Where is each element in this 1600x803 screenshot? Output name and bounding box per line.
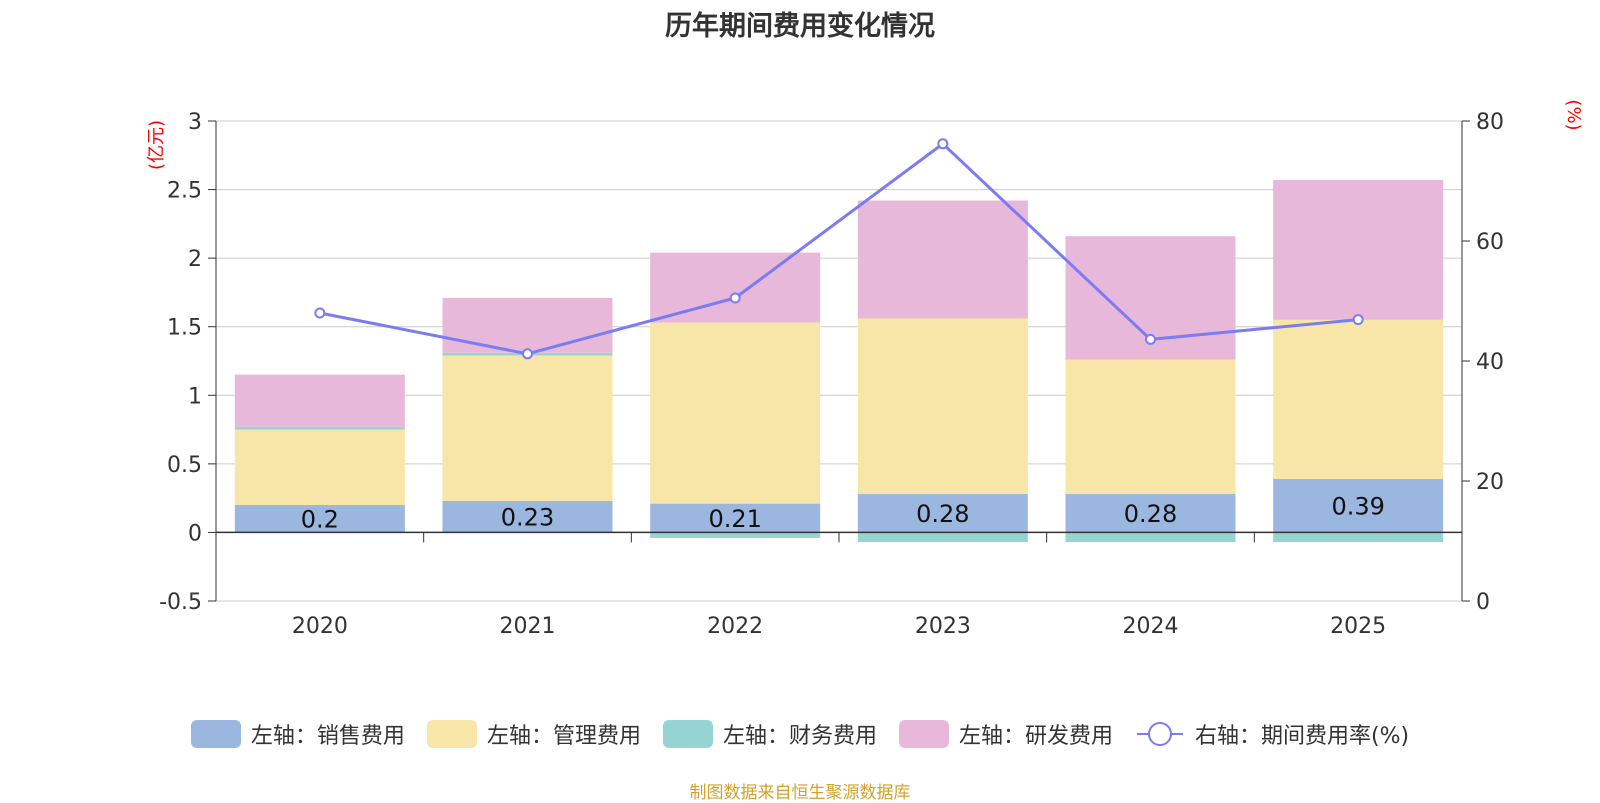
right-axis-tick-label: 40 bbox=[1476, 350, 1504, 375]
bar-data-label: 0.28 bbox=[1124, 500, 1177, 528]
legend-item-admin[interactable]: 左轴：管理费用 bbox=[426, 718, 641, 750]
bar-segment bbox=[650, 503, 821, 533]
right-axis-tick-label: 80 bbox=[1476, 110, 1504, 135]
left-axis-tick-label: -0.5 bbox=[159, 590, 202, 615]
bar-data-label: 0.2 bbox=[301, 506, 339, 534]
x-axis-tick-label: 2022 bbox=[707, 614, 763, 639]
legend-item-rd[interactable]: 左轴：研发费用 bbox=[898, 718, 1113, 750]
legend: 左轴：销售费用 左轴：管理费用 左轴：财务费用 左轴：研发费用 右轴：期间费用率… bbox=[0, 718, 1600, 750]
bar-segment bbox=[234, 426, 405, 430]
expense-rate-point bbox=[1145, 333, 1156, 345]
legend-label-rd: 左轴：研发费用 bbox=[958, 724, 1113, 749]
right-axis-unit-label: (%) bbox=[1563, 99, 1584, 130]
bar-data-label: 0.39 bbox=[1331, 493, 1384, 521]
bar-segment bbox=[857, 200, 1028, 319]
left-axis-tick-label: 1 bbox=[188, 384, 202, 409]
bar-segment bbox=[1273, 478, 1444, 533]
bar-data-label: 0.21 bbox=[708, 505, 761, 533]
bar-segment bbox=[234, 505, 405, 533]
x-axis-tick-label: 2024 bbox=[1123, 614, 1179, 639]
bar-segment bbox=[234, 429, 405, 505]
expense-rate-point bbox=[522, 348, 533, 360]
bar-segment bbox=[650, 322, 821, 504]
left-axis-tick-label: 2.5 bbox=[167, 179, 202, 204]
left-axis-tick-label: 0 bbox=[188, 521, 202, 546]
x-axis-tick-label: 2025 bbox=[1330, 614, 1386, 639]
legend-item-expense-rate[interactable]: 右轴：期间费用率(%) bbox=[1135, 718, 1409, 750]
left-axis-unit-label: (亿元) bbox=[146, 120, 167, 170]
expense-rate-point bbox=[729, 292, 741, 304]
left-axis-tick-label: 1.5 bbox=[167, 316, 202, 341]
expense-rate-point bbox=[314, 307, 326, 319]
legend-swatch-finance bbox=[662, 720, 713, 748]
legend-label-finance: 左轴：财务费用 bbox=[722, 724, 877, 749]
bar-segment bbox=[650, 532, 821, 538]
bar-segment bbox=[1273, 179, 1444, 320]
legend-item-sales[interactable]: 左轴：销售费用 bbox=[190, 718, 405, 750]
bar-segment bbox=[1065, 359, 1236, 495]
legend-swatch-admin bbox=[426, 720, 477, 748]
legend-swatch-sales bbox=[190, 720, 241, 748]
bar-segment bbox=[442, 297, 613, 353]
bar-data-label: 0.23 bbox=[501, 504, 554, 532]
x-axis-tick-label: 2023 bbox=[915, 614, 971, 639]
legend-label-sales: 左轴：销售费用 bbox=[250, 724, 405, 749]
bar-segment bbox=[1065, 494, 1236, 533]
bar-segment bbox=[442, 355, 613, 501]
legend-label-expense-rate: 右轴：期间费用率(%) bbox=[1194, 724, 1410, 749]
bar-segment bbox=[857, 532, 1028, 543]
x-axis-tick-label: 2020 bbox=[292, 614, 348, 639]
bar-segment bbox=[857, 494, 1028, 533]
chart-title: 历年期间费用变化情况 bbox=[665, 11, 935, 42]
bar-segment bbox=[650, 252, 821, 323]
right-axis-tick-label: 20 bbox=[1476, 470, 1504, 495]
legend-item-finance[interactable]: 左轴：财务费用 bbox=[662, 718, 877, 750]
bar-segment bbox=[442, 500, 613, 533]
expense-rate-line bbox=[319, 141, 1359, 356]
chart-svg: 3 2.5 2 1.5 1 0.5 0 -0.5 80 60 40 20 0 (亿元) (%) 0.2 2020… bbox=[146, 99, 1584, 639]
x-axis-tick-label: 2021 bbox=[500, 614, 556, 639]
right-axis-tick-label: 60 bbox=[1476, 230, 1504, 255]
bar-segment bbox=[1273, 319, 1444, 479]
data-source-note: 制图数据来自恒生聚源数据库 bbox=[689, 783, 911, 803]
expense-rate-point bbox=[1352, 314, 1364, 326]
bar-segment bbox=[234, 374, 405, 427]
bar-data-label: 0.28 bbox=[916, 500, 969, 528]
bar-segment bbox=[857, 318, 1028, 495]
legend-line-marker-icon bbox=[1136, 722, 1183, 746]
legend-swatch-rd bbox=[898, 720, 949, 748]
left-axis-tick-label: 0.5 bbox=[167, 453, 202, 478]
legend-label-admin: 左轴：管理费用 bbox=[486, 724, 641, 749]
expense-rate-point bbox=[937, 138, 949, 150]
bar-segment bbox=[1065, 532, 1236, 543]
right-axis-tick-label: 0 bbox=[1476, 590, 1490, 615]
left-axis-tick-label: 2 bbox=[188, 247, 202, 272]
left-axis-tick-label: 3 bbox=[188, 110, 202, 135]
bar-segment bbox=[1273, 532, 1444, 543]
